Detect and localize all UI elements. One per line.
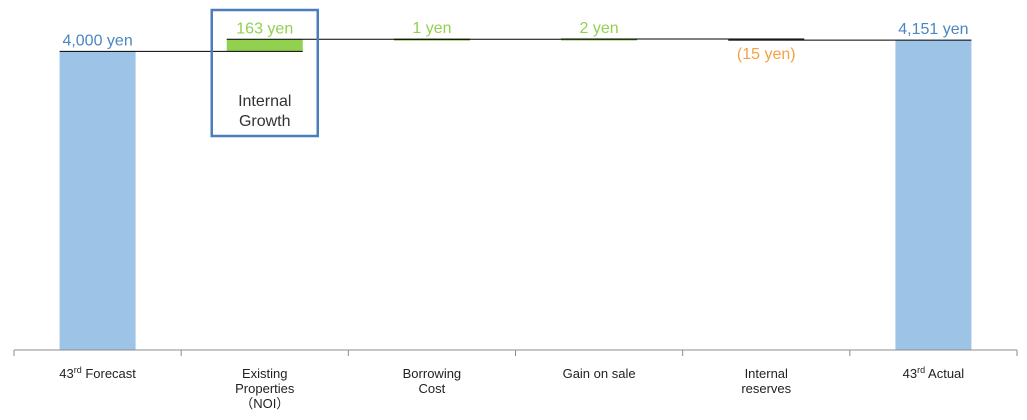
value-label-3: 2 yen xyxy=(580,20,619,37)
x-axis: 43rd Forecast Existing Properties （NOI） Borr… xyxy=(13,349,1018,411)
bar-2 xyxy=(393,39,470,41)
category-label-3: Gain on sale xyxy=(563,366,636,381)
bar-3 xyxy=(561,39,638,41)
annotation-text-line-0: Internal xyxy=(238,93,291,110)
category-label-1: Existing Properties （NOI） xyxy=(235,366,295,411)
bar-1 xyxy=(226,39,303,52)
category-label-0: 43rd Forecast xyxy=(59,365,136,381)
value-label-1: 163 yen xyxy=(236,20,293,37)
value-label-4: (15 yen) xyxy=(737,46,796,63)
bars-layer xyxy=(59,39,972,351)
connectors-layer xyxy=(59,38,972,52)
category-label-5: 43rd Actual xyxy=(903,365,965,381)
value-label-5: 4,151 yen xyxy=(898,21,968,38)
annotation-text-line-1: Growth xyxy=(239,113,291,130)
value-label-0: 4,000 yen xyxy=(62,32,132,49)
value-label-2: 1 yen xyxy=(412,20,451,37)
internal-growth-annotation: Internal Growth xyxy=(210,8,319,138)
bar-0 xyxy=(59,51,136,351)
value-labels-layer: 4,000 yen 163 yen 1 yen 2 yen (15 yen) 4,151 … xyxy=(62,20,968,63)
category-label-4: Internal reserves xyxy=(741,366,791,396)
highlight-box xyxy=(210,8,319,138)
category-label-2: Borrowing Cost xyxy=(403,366,462,396)
bar-5 xyxy=(895,40,972,351)
